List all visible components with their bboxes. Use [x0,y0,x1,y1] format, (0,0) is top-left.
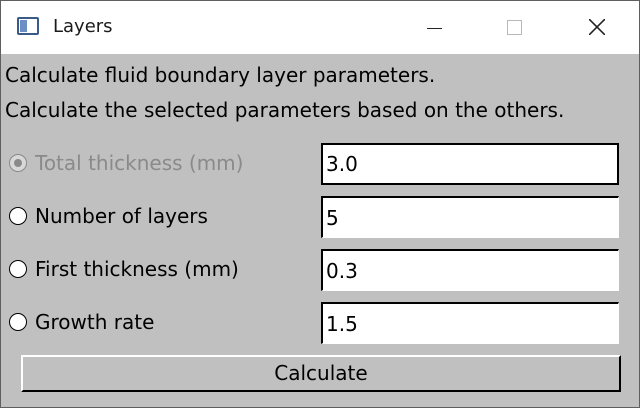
dialog-content: Calculate fluid boundary layer parameter… [1,54,639,407]
total-thickness-radio[interactable] [9,154,27,172]
app-window-icon [17,17,39,35]
number-of-layers-radio[interactable] [9,207,27,225]
first-thickness-radio[interactable] [9,260,27,278]
window-title: Layers [53,16,113,37]
description-line-1: Calculate fluid boundary layer parameter… [5,63,436,87]
number-of-layers-input[interactable] [321,196,619,238]
close-button[interactable] [569,1,625,54]
growth-rate-radio[interactable] [9,313,27,331]
close-icon [589,19,605,35]
title-bar[interactable]: Layers [1,1,639,54]
calculate-button[interactable]: Calculate [21,355,621,392]
description-line-2: Calculate the selected parameters based … [5,98,565,122]
minimize-button[interactable] [406,1,462,54]
first-thickness-label: First thickness (mm) [35,257,239,281]
growth-rate-input[interactable] [321,302,619,344]
maximize-button[interactable] [487,1,543,54]
total-thickness-input[interactable] [321,143,619,185]
param-row-total-thickness: Total thickness (mm) [1,143,639,185]
growth-rate-label: Growth rate [35,310,155,334]
param-row-first-thickness: First thickness (mm) [1,249,639,291]
total-thickness-label: Total thickness (mm) [35,151,244,175]
param-row-growth-rate: Growth rate [1,302,639,344]
number-of-layers-label: Number of layers [35,204,208,228]
param-row-number-of-layers: Number of layers [1,196,639,238]
first-thickness-input[interactable] [321,249,619,291]
